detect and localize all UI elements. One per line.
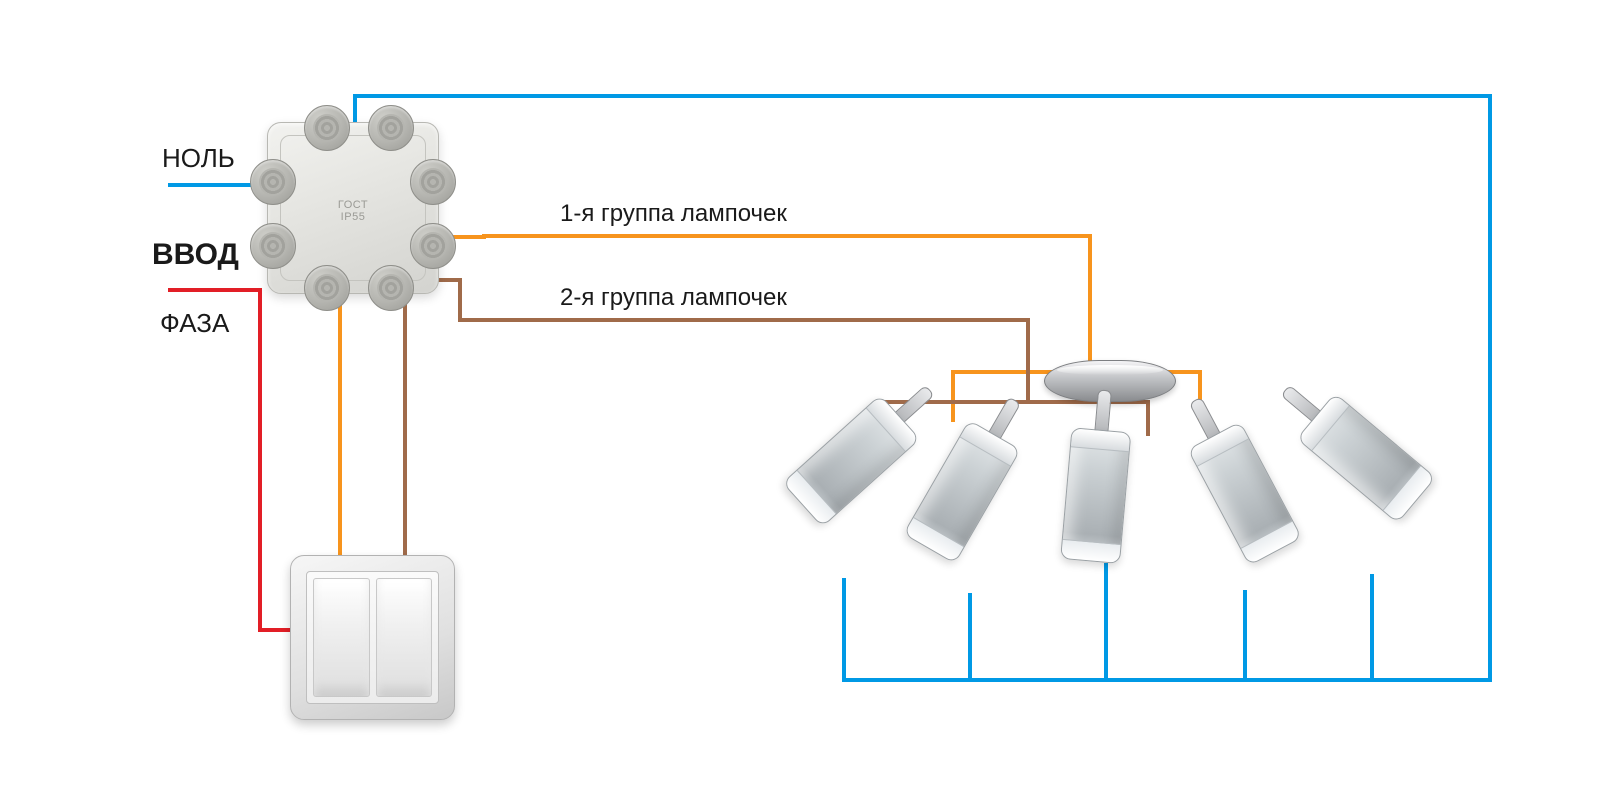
wiring-layer [0, 0, 1600, 800]
lamp-shade [1187, 421, 1302, 566]
grommet-bottom-right [368, 265, 414, 311]
lamp-3 [1060, 387, 1135, 562]
grommet-top-right [368, 105, 414, 151]
grommet-bottom-left [304, 265, 350, 311]
lamp-shade [1060, 427, 1131, 564]
label-group2: 2-я группа лампочек [560, 284, 787, 312]
label-input: ВВОД [152, 238, 239, 272]
switch-plate [306, 571, 439, 704]
grommet-left-bottom [250, 223, 296, 269]
label-group1: 1-я группа лампочек [560, 200, 787, 228]
lamp-shade [903, 420, 1021, 564]
label-phase: ФАЗА [160, 308, 229, 339]
junction-box: ГОСТ IP55 [267, 122, 439, 294]
brand-top: ГОСТ [338, 199, 368, 211]
grommet-left-top [250, 159, 296, 205]
brand-bottom: IP55 [341, 211, 366, 223]
grommet-right-bottom [410, 223, 456, 269]
grommet-right-top [410, 159, 456, 205]
double-rocker-switch [290, 555, 455, 720]
label-neutral: НОЛЬ [162, 143, 235, 174]
chandelier [900, 360, 1320, 680]
junction-box-brand: ГОСТ IP55 [338, 199, 368, 223]
switch-rocker-right[interactable] [376, 578, 433, 697]
switch-rocker-left[interactable] [313, 578, 370, 697]
grommet-top-left [304, 105, 350, 151]
